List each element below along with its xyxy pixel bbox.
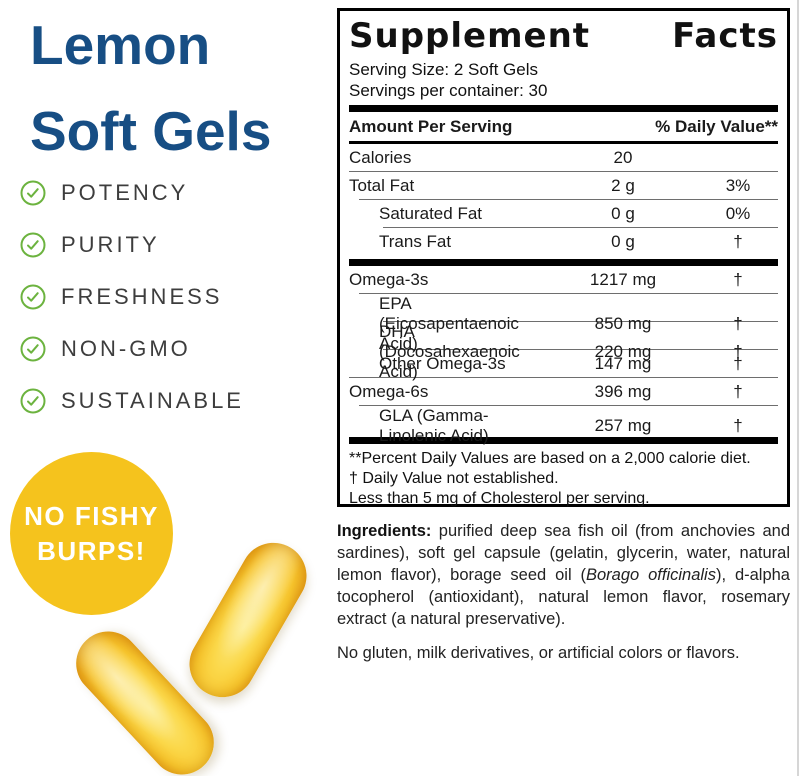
nutrient-dv: † bbox=[733, 353, 743, 373]
row-divider bbox=[349, 377, 778, 378]
facts-header-row: Amount Per Serving % Daily Value** bbox=[349, 112, 778, 141]
feature-item-sustainable: SUSTAINABLE bbox=[20, 388, 244, 414]
amount-per-serving-header: Amount Per Serving bbox=[349, 117, 513, 136]
fact-row-omega-3s: Omega-3s 1217 mg † bbox=[349, 266, 778, 293]
check-circle-icon bbox=[20, 284, 46, 310]
nutrient-amount: 0 g bbox=[611, 203, 635, 223]
feature-label: PURITY bbox=[61, 232, 160, 257]
fact-row-calories: Calories 20 bbox=[349, 144, 778, 171]
row-divider bbox=[383, 227, 778, 228]
thick-divider bbox=[349, 437, 778, 444]
feature-label: NON-GMO bbox=[61, 336, 191, 361]
thick-divider bbox=[349, 105, 778, 112]
row-divider bbox=[359, 199, 778, 200]
fact-row-trans-fat: Trans Fat 0 g † bbox=[349, 228, 778, 255]
nutrient-amount: 1217 mg bbox=[589, 269, 657, 289]
nutrient-amount: 147 mg bbox=[594, 353, 652, 373]
badge-line1: NO FISHY bbox=[24, 500, 159, 531]
header-divider bbox=[349, 141, 778, 144]
nutrient-name: GLA (Gamma-Linolenic Acid) bbox=[379, 406, 489, 445]
right-edge-line bbox=[797, 0, 799, 776]
nutrient-dv: † bbox=[733, 381, 743, 401]
footnote-cholesterol: Less than 5 mg of Cholesterol per servin… bbox=[349, 490, 650, 507]
footnote-daily-values: **Percent Daily Values are based on a 2,… bbox=[349, 450, 751, 467]
product-title: Lemon Soft Gels bbox=[30, 2, 271, 174]
thick-divider bbox=[349, 259, 778, 266]
nutrient-dv: † bbox=[733, 269, 743, 289]
feature-item-potency: POTENCY bbox=[20, 180, 244, 206]
row-divider bbox=[383, 321, 778, 322]
row-divider bbox=[359, 405, 778, 406]
nutrient-name: Saturated Fat bbox=[379, 203, 483, 223]
nutrient-dv: † bbox=[733, 416, 743, 435]
daily-value-header: % Daily Value** bbox=[655, 117, 778, 136]
nutrient-name: EPA (Eicosapentaenoic Acid) bbox=[379, 294, 519, 353]
product-title-line2: Soft Gels bbox=[30, 100, 272, 162]
nutrient-name: Omega-3s bbox=[349, 269, 429, 289]
nutrient-dv: † bbox=[733, 314, 743, 333]
supplement-facts-panel: Supplement Facts Serving Size: 2 Soft Ge… bbox=[337, 8, 790, 507]
footnote-dagger: † Daily Value not established. bbox=[349, 470, 559, 487]
feature-list: POTENCY PURITY FRESHNESS NON-GMO SUSTAIN… bbox=[20, 180, 244, 440]
nutrient-amount: 0 g bbox=[611, 231, 635, 251]
fact-row-omega-6s: Omega-6s 396 mg † bbox=[349, 378, 778, 405]
nutrient-name: Calories bbox=[349, 147, 412, 167]
softgel-capsule bbox=[177, 530, 319, 710]
product-title-line1: Lemon bbox=[30, 14, 211, 76]
nutrient-amount: 20 bbox=[613, 147, 633, 167]
nutrient-dv: 3% bbox=[725, 175, 751, 195]
check-circle-icon bbox=[20, 336, 46, 362]
fact-row-total-fat: Total Fat 2 g 3% bbox=[349, 172, 778, 199]
row-divider bbox=[383, 349, 778, 350]
nutrient-dv: † bbox=[733, 231, 743, 251]
ingredients-section: Ingredients: purified deep sea fish oil … bbox=[337, 520, 790, 664]
allergen-note: No gluten, milk derivatives, or artifici… bbox=[337, 644, 740, 662]
nutrient-amount: 2 g bbox=[611, 175, 635, 195]
ingredients-paragraph: Ingredients: purified deep sea fish oil … bbox=[337, 520, 790, 630]
fact-row-gla: GLA (Gamma-Linolenic Acid) 257 mg † bbox=[349, 406, 778, 445]
nutrient-amount: 850 mg bbox=[594, 314, 652, 333]
fact-row-saturated-fat: Saturated Fat 0 g 0% bbox=[349, 200, 778, 227]
nutrient-dv: † bbox=[733, 342, 743, 361]
ingredients-latin-name: Borago officinalis bbox=[586, 566, 716, 584]
servings-per-container: Servings per container: 30 bbox=[349, 81, 548, 100]
nutrient-name: Total Fat bbox=[349, 175, 415, 195]
feature-label: FRESHNESS bbox=[61, 284, 223, 309]
badge-line2: BURPS! bbox=[37, 535, 146, 566]
check-circle-icon bbox=[20, 180, 46, 206]
feature-item-non-gmo: NON-GMO bbox=[20, 336, 244, 362]
feature-item-purity: PURITY bbox=[20, 232, 244, 258]
check-circle-icon bbox=[20, 232, 46, 258]
feature-label: POTENCY bbox=[61, 180, 189, 205]
footnotes: **Percent Daily Values are based on a 2,… bbox=[349, 444, 778, 509]
row-divider bbox=[349, 171, 778, 172]
feature-item-freshness: FRESHNESS bbox=[20, 284, 244, 310]
nutrient-dv: 0% bbox=[725, 203, 751, 223]
ingredients-text: ), d-alpha tocopherol (antioxidant), nat… bbox=[337, 566, 790, 628]
nutrient-name: Trans Fat bbox=[379, 231, 452, 251]
no-fishy-burps-badge: NO FISHY BURPS! bbox=[10, 452, 173, 615]
fact-row-other-omega-3s: Other Omega-3s 147 mg † bbox=[349, 350, 778, 377]
nutrient-amount: 257 mg bbox=[594, 416, 652, 435]
row-divider bbox=[359, 293, 778, 294]
nutrient-name: Other Omega-3s bbox=[379, 353, 506, 373]
serving-size: Serving Size: 2 Soft Gels bbox=[349, 60, 538, 79]
fact-row-epa: EPA (Eicosapentaenoic Acid) 850 mg † bbox=[349, 294, 778, 353]
supplement-facts-title: Supplement Facts bbox=[349, 16, 778, 56]
ingredients-label: Ingredients: bbox=[337, 522, 432, 540]
ingredients-text: purified deep sea fish oil (from anchovi… bbox=[337, 522, 790, 584]
fact-row-dha: DHA (Docosahexaenoic Acid) 220 mg † bbox=[349, 322, 778, 381]
feature-label: SUSTAINABLE bbox=[61, 388, 244, 413]
nutrient-name: Omega-6s bbox=[349, 381, 429, 401]
check-circle-icon bbox=[20, 388, 46, 414]
nutrient-amount: 396 mg bbox=[594, 381, 652, 401]
nutrient-name: DHA (Docosahexaenoic Acid) bbox=[379, 322, 520, 381]
nutrient-amount: 220 mg bbox=[594, 342, 652, 361]
